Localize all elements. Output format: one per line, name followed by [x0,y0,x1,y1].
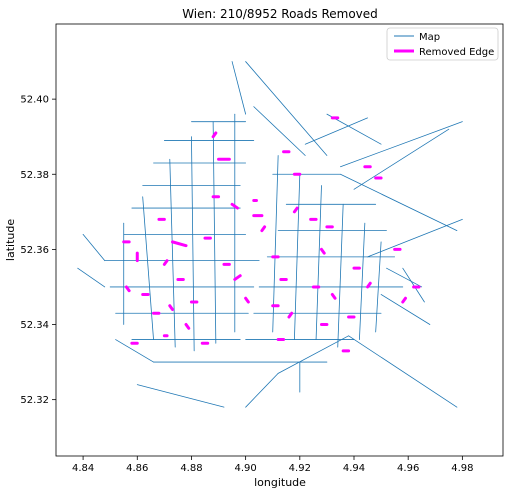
x-tick-label: 4.88 [180,463,202,474]
x-tick-label: 4.98 [451,463,473,474]
x-tick-label: 4.94 [343,463,365,474]
x-tick-label: 4.84 [72,463,94,474]
legend: Map Removed Edge [387,28,498,60]
y-tick-label: 52.32 [20,395,49,406]
x-tick-label: 4.86 [126,463,148,474]
y-tick-label: 52.36 [20,245,49,256]
y-tick-label: 52.38 [20,170,49,181]
plot-frame [56,24,503,456]
x-tick-label: 4.92 [289,463,311,474]
y-axis-label: latitude [4,219,17,261]
chart-title: Wien: 210/8952 Roads Removed [182,7,378,21]
plot-area [56,24,503,456]
x-tick-label: 4.90 [235,463,257,474]
legend-removed-edge-label: Removed Edge [419,47,494,58]
y-tick-label: 52.40 [20,95,49,106]
x-tick-label: 4.96 [397,463,419,474]
legend-map-label: Map [419,32,440,43]
y-tick-label: 52.34 [20,320,49,331]
x-axis-label: longitude [254,476,306,489]
